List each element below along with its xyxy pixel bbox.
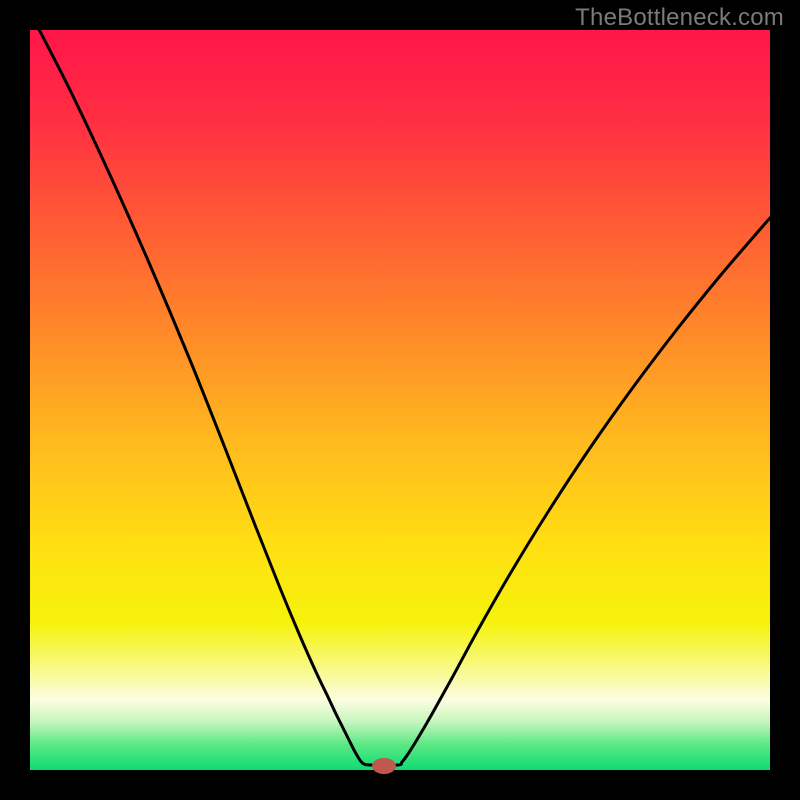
bottleneck-chart-svg [0, 0, 800, 800]
watermark-text: TheBottleneck.com [575, 4, 784, 32]
optimal-marker [372, 758, 396, 774]
chart-frame: TheBottleneck.com [0, 0, 800, 800]
plot-area [30, 30, 770, 770]
